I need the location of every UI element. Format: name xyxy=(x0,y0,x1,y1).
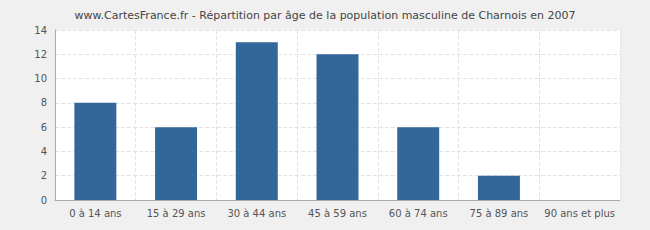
svg-text:4: 4 xyxy=(41,146,47,157)
svg-text:60 à 74 ans: 60 à 74 ans xyxy=(389,208,448,219)
svg-text:0 à 14 ans: 0 à 14 ans xyxy=(69,208,121,219)
svg-text:6: 6 xyxy=(41,122,47,133)
svg-text:75 à 89 ans: 75 à 89 ans xyxy=(470,208,529,219)
svg-text:15 à 29 ans: 15 à 29 ans xyxy=(147,208,206,219)
svg-text:45 à 59 ans: 45 à 59 ans xyxy=(308,208,367,219)
svg-text:14: 14 xyxy=(34,25,47,36)
svg-text:12: 12 xyxy=(34,49,47,60)
svg-text:90 ans et plus: 90 ans et plus xyxy=(544,208,615,219)
svg-text:8: 8 xyxy=(41,97,47,108)
svg-text:30 à 44 ans: 30 à 44 ans xyxy=(227,208,286,219)
svg-text:2: 2 xyxy=(41,170,47,181)
svg-text:0: 0 xyxy=(41,195,47,206)
svg-text:10: 10 xyxy=(34,73,47,84)
svg-text:www.CartesFrance.fr - Répartit: www.CartesFrance.fr - Répartition par âg… xyxy=(75,9,576,22)
